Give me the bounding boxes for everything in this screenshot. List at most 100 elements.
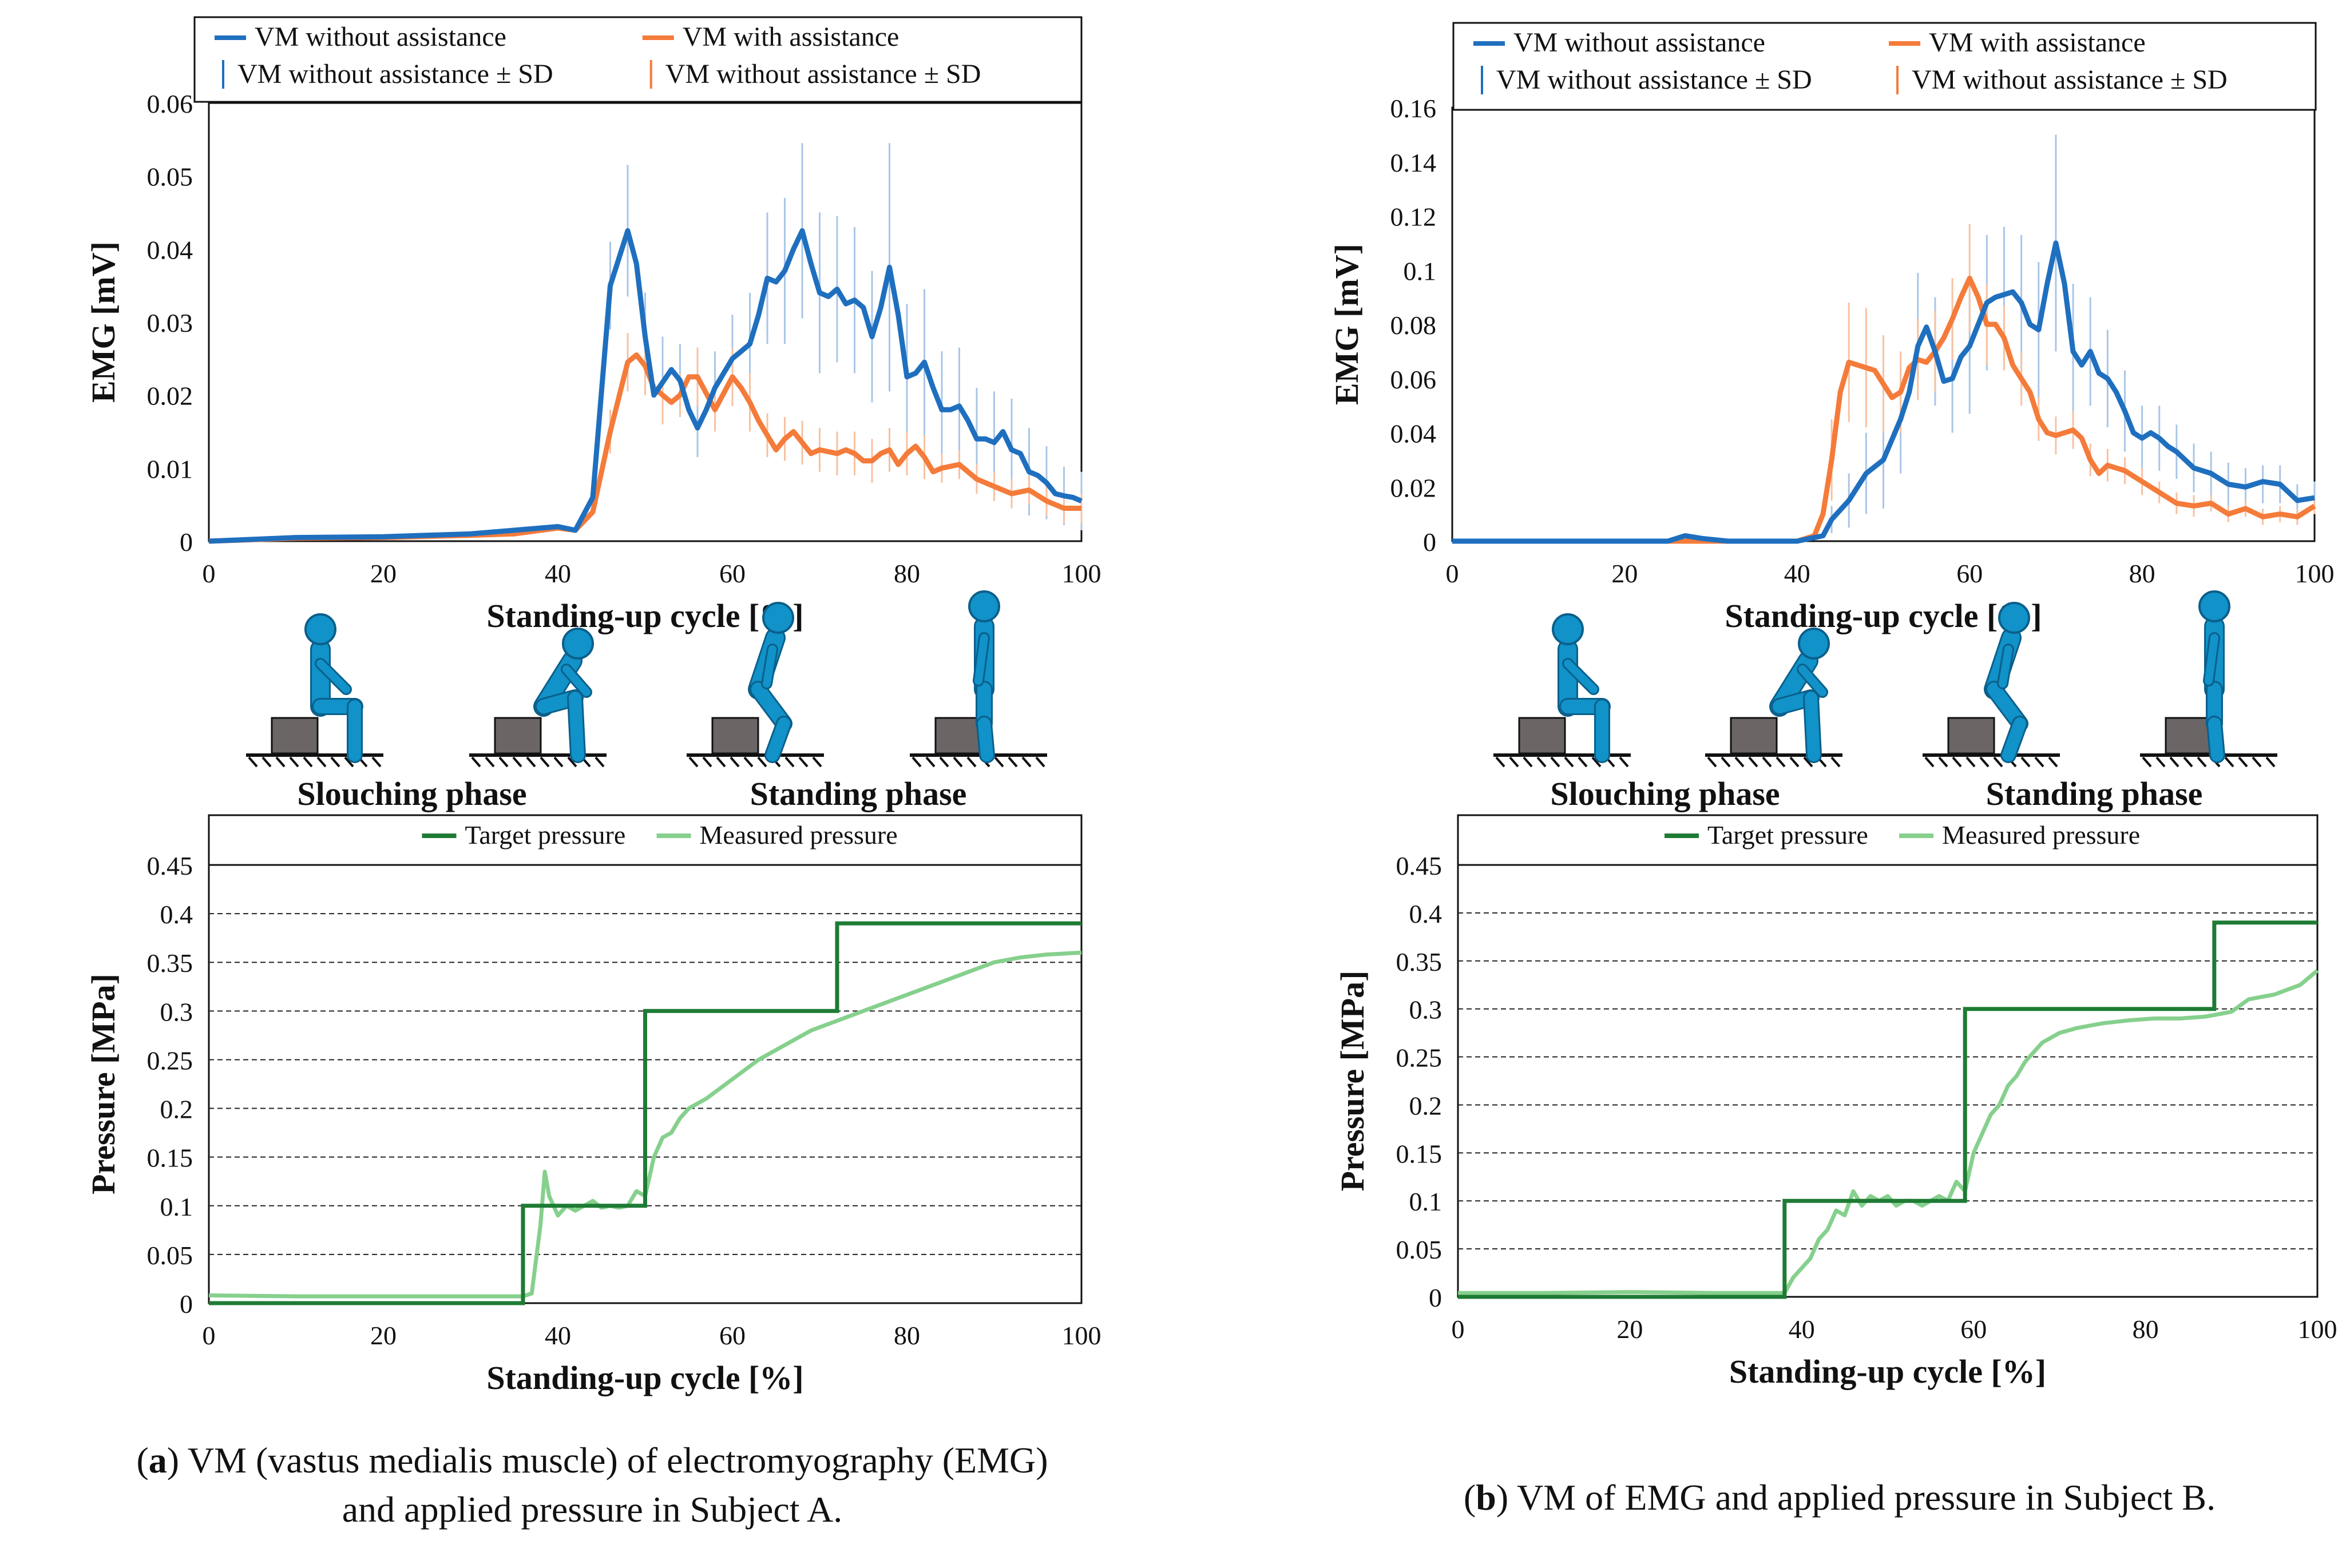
ground-hatch [1789, 756, 1800, 768]
ground-hatch [743, 756, 754, 768]
ground-hatch [316, 756, 327, 768]
emg-a-ytick-label: 0.01 [147, 454, 193, 483]
caption-a: (a) VM (vastus medialis muscle) of elect… [0, 1436, 1184, 1534]
standing-phase-label: Standing phase [1986, 775, 2203, 812]
caption-b-text-1: ) VM of EMG and applied pressure in Subj… [1496, 1477, 2216, 1518]
ground-hatch [1803, 756, 1813, 768]
person-sitting-icon [246, 613, 383, 768]
ground-hatch [471, 756, 481, 768]
emg-b-xtick-label: 80 [2129, 559, 2155, 588]
arm [1798, 665, 1826, 696]
pressure-b-ytick-label: 0.25 [1396, 1043, 1443, 1073]
figure-layer: Slouching phase Standing phase Slouching p… [246, 590, 2277, 812]
ground-hatch [2252, 756, 2262, 768]
ground-hatch [498, 756, 509, 768]
person-rising-icon [1923, 602, 2060, 768]
seat-box [271, 717, 319, 755]
emg-b-chart: 0 0.02 0.04 0.06 0.08 0.1 0.12 0.14 0.16 0 20 40 60 8… [1328, 22, 2335, 634]
emg-a-legend-label: VM without assistance [255, 22, 506, 52]
ground-hatch [1938, 756, 1948, 768]
pressure-b-ytick-label: 0.15 [1396, 1139, 1443, 1168]
head [304, 613, 336, 645]
emg-a-series-without-assistance-line [208, 228, 1083, 544]
phase-illustration-a: Slouching phase Standing phase [246, 590, 1047, 812]
pressure-b-ytick-label: 0.35 [1396, 947, 1443, 976]
emg-a-legend-label: VM without assistance ± SD [665, 59, 981, 89]
ground-hatch [2197, 756, 2207, 768]
ground-hatch [2183, 756, 2193, 768]
ground-hatch [1619, 756, 1629, 768]
emg-b-ytick-label: 0.08 [1390, 311, 1437, 340]
caption-a-line-1: (a) VM (vastus medialis muscle) of elect… [136, 1440, 1048, 1480]
pressure-a-measured-pressure-line [208, 950, 1082, 1299]
ground-hatch [1523, 756, 1533, 768]
slouching-phase-label: Slouching phase [297, 775, 526, 812]
pressure-b-ytick-label: 0.2 [1409, 1091, 1443, 1120]
seat-box [711, 717, 759, 755]
pressure-a-ytick-label: 0.4 [160, 900, 193, 929]
pressure-a-chart: 0 0.05 0.1 0.15 0.2 0.25 0.3 0.35 0.4 0.45 0 20 40 60… [85, 814, 1101, 1396]
ground-hatch [289, 756, 299, 768]
ground-hatch [526, 756, 536, 768]
pressure-b-chart: 0 0.05 0.1 0.15 0.2 0.25 0.3 0.35 0.4 0.45 0 20 40 60… [1334, 814, 2337, 1390]
emg-b-ytick-label: 0.04 [1390, 419, 1437, 448]
pressure-a-ytick-label: 0.45 [147, 851, 193, 880]
ground-hatch [912, 756, 922, 768]
ground-hatch [953, 756, 963, 768]
pressure-b-ytick-label: 0.45 [1396, 851, 1443, 880]
person-leaning-forward-icon [1705, 628, 1842, 768]
emg-b-ytick-label: 0.06 [1390, 365, 1437, 394]
ground-hatch [512, 756, 522, 768]
pressure-a-xtick-label: 0 [203, 1321, 216, 1350]
pressure-a-ytick-label: 0.35 [147, 948, 193, 978]
shin [2208, 717, 2224, 761]
ground-hatch [1830, 756, 1841, 768]
pressure-a-xtick-label: 80 [894, 1321, 920, 1350]
pressure-a-xtick-label: 40 [545, 1321, 571, 1350]
ground-hatch [1776, 756, 1786, 768]
pressure-b-yaxis-title: Pressure [MPa] [1334, 970, 1371, 1191]
pressure-b-target-pressure-line [1458, 920, 2317, 1299]
emg-a-legend-label: VM with assistance [683, 22, 899, 52]
chart-layer: 0 0.01 0.02 0.03 0.04 0.05 0.06 0 20 40 60 80 100 Sta… [85, 16, 2337, 1396]
shin [2002, 717, 2026, 761]
shin [569, 692, 584, 761]
head [762, 602, 794, 634]
emg-b-yaxis-title: EMG [mV] [1328, 244, 1365, 405]
emg-a-xtick-label: 20 [370, 559, 397, 588]
ground-hatch [1035, 756, 1045, 768]
emg-b-series-without-assistance-line [1452, 240, 2315, 544]
arm [974, 634, 988, 685]
ground-hatch [344, 756, 354, 768]
pressure-a-ytick-label: 0.3 [160, 997, 193, 1026]
ground-hatch [994, 756, 1004, 768]
ground-hatch [2034, 756, 2044, 768]
emg-a-plot-frame [208, 102, 1083, 542]
ground-hatch [2238, 756, 2248, 768]
emg-b-ytick-label: 0.02 [1390, 473, 1437, 502]
pressure-a-ytick-label: 0 [180, 1289, 193, 1319]
seat-box [1730, 717, 1778, 755]
emg-a-legend: VM without assistance VM with assistance V… [193, 16, 1083, 103]
pressure-b-legend-label: Measured pressure [1942, 820, 2140, 850]
ground-hatch [688, 756, 699, 768]
emg-b-ytick-label: 0.14 [1390, 148, 1437, 177]
ground-hatch [1021, 756, 1032, 768]
head [968, 590, 1000, 622]
ground-hatch [1536, 756, 1547, 768]
ground-hatch [485, 756, 495, 768]
ground-hatch [2155, 756, 2166, 768]
pressure-b-measured-pressure-line [1458, 968, 2319, 1295]
seat-box [1947, 717, 1995, 755]
ground-hatch [371, 756, 382, 768]
emg-a-xtick-label: 80 [894, 559, 920, 588]
pressure-b-plot-frame [1457, 864, 2319, 1298]
ground-hatch [1509, 756, 1519, 768]
caption-b-letter: b [1476, 1477, 1496, 1518]
emg-b-series-with-assistance-line [1452, 276, 2316, 544]
ground-hatch [2265, 756, 2276, 768]
arm [1564, 660, 1598, 693]
pressure-a-ytick-label: 0.05 [147, 1241, 193, 1270]
arm [1999, 645, 2012, 688]
